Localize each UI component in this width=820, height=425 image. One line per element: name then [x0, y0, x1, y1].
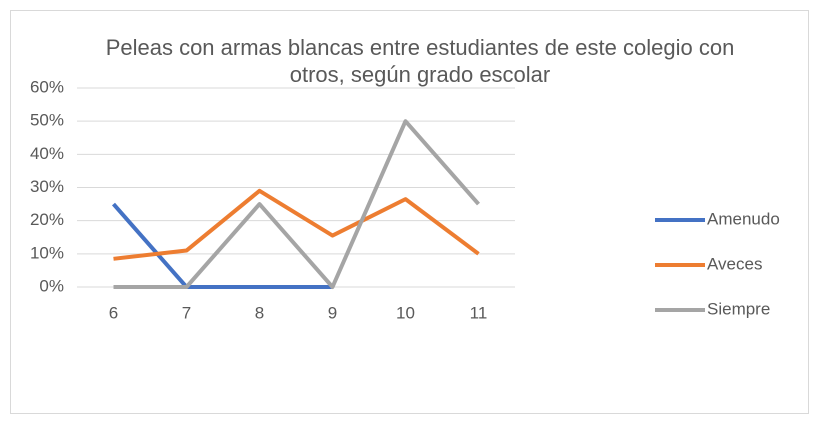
- x-tick-label: 6: [109, 303, 118, 322]
- y-tick-label: 50%: [30, 111, 64, 130]
- x-tick-label: 9: [328, 303, 337, 322]
- y-tick-label: 0%: [39, 276, 64, 295]
- x-tick-label: 10: [396, 303, 415, 322]
- y-tick-label: 30%: [30, 177, 64, 196]
- series-line: [111, 202, 333, 289]
- y-tick-label: 20%: [30, 210, 64, 229]
- chart-border: [10, 10, 809, 414]
- chart-title: Peleas con armas blancas entre estudiant…: [105, 35, 735, 87]
- y-tick-label: 60%: [30, 77, 64, 96]
- legend-label: Aveces: [707, 254, 762, 273]
- x-tick-label: 7: [182, 303, 191, 322]
- series-line: [113, 188, 480, 261]
- y-tick-label: 10%: [30, 243, 64, 262]
- y-tick-label: 40%: [30, 144, 64, 163]
- x-tick-label: 8: [255, 303, 264, 322]
- legend-label: Siempre: [707, 299, 770, 318]
- x-tick-label: 11: [470, 303, 488, 322]
- legend-label: Amenudo: [707, 209, 780, 228]
- series-line: [113, 119, 481, 289]
